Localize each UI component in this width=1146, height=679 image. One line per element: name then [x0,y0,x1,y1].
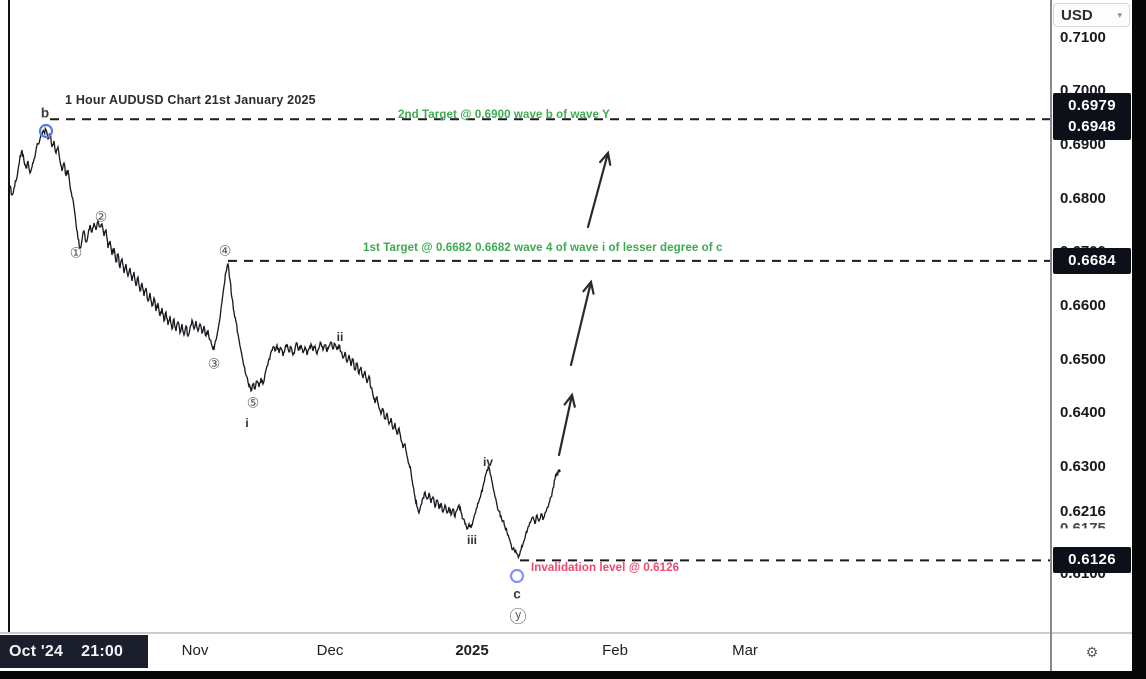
wave-label-9[interactable]: iii [466,533,478,547]
annotation-target2[interactable]: 2nd Target @ 0.6900 wave b of wave Y [398,109,610,121]
price-line[interactable] [7,126,561,560]
price-axis-label: 0.6175 [1060,519,1106,537]
wave-label-3[interactable]: ② [94,208,108,225]
chart-left-border [8,0,10,633]
wave-label-4[interactable]: ③ [207,355,221,372]
bottom-letterbox [0,671,1146,679]
price-level-badge: 0.6979 [1053,92,1131,119]
right-letterbox [1132,0,1146,679]
wave-label-6[interactable]: ⑤ [246,394,260,411]
wave-label-2[interactable]: ① [69,244,83,261]
currency-selector-value: USD [1061,6,1093,24]
crosshair-time-badge: Oct '24 21:00 [0,635,148,668]
wave-point-marker[interactable] [509,568,525,584]
wave-label-10[interactable]: iv [482,455,494,469]
annotation-invalidation[interactable]: Invalidation level @ 0.6126 [531,562,680,574]
price-level-badge: 0.6126 [1053,547,1131,574]
wave-label-5[interactable]: ④ [218,242,232,259]
price-axis-label: 0.6500 [1060,350,1106,368]
time-axis-label: Feb [602,642,628,659]
price-axis-label: 0.6400 [1060,404,1106,422]
gear-icon[interactable]: ⚙ [1085,644,1099,660]
time-axis-label: Dec [316,642,344,659]
time-axis-label: Nov [181,642,209,659]
currency-selector[interactable]: USD ▾ [1053,3,1130,27]
time-axis-label: Mar [732,642,758,659]
trend-arrow[interactable] [569,279,595,367]
crosshair-time: 21:00 [81,642,124,660]
axis-settings-corner: ⚙ [1052,634,1132,671]
trend-arrow[interactable] [557,392,576,457]
trend-arrow[interactable] [586,150,612,229]
price-axis-label: 0.6300 [1060,458,1106,475]
wave-label-11[interactable]: c [513,586,521,602]
price-axis-label: 0.7100 [1060,28,1106,46]
price-axis-label: 0.6800 [1060,189,1106,207]
price-chart-canvas[interactable] [0,0,1052,633]
price-axis-label: 0.6900 [1060,136,1106,153]
wave-label-7[interactable]: i [245,416,249,430]
price-axis[interactable]: 0.71000.70000.69000.68000.67000.66000.65… [1052,0,1132,632]
chevron-down-icon: ▾ [1117,9,1122,20]
wave-point-marker[interactable] [38,123,54,139]
price-level-badge: 0.6684 [1053,247,1131,274]
annotation-target1[interactable]: 1st Target @ 0.6682 0.6682 wave 4 of wav… [363,242,723,254]
wave-label-12[interactable]: ⓨ [509,607,527,627]
wave-label-8[interactable]: ii [336,330,344,344]
chart-title: 1 Hour AUDUSD Chart 21st January 2025 [65,93,316,107]
price-axis-label: 0.6600 [1060,297,1106,314]
wave-label-1[interactable]: b [40,105,50,121]
crosshair-date: Oct '24 [9,642,64,660]
price-axis-separator [1050,0,1052,671]
price-axis-label: 0.6216 [1060,503,1106,521]
time-axis-label: 2025 [455,642,489,659]
time-axis[interactable]: Oct '24 21:00 Nov Dec 2025 Feb Mar [0,634,1050,671]
time-axis-separator [0,632,1132,634]
